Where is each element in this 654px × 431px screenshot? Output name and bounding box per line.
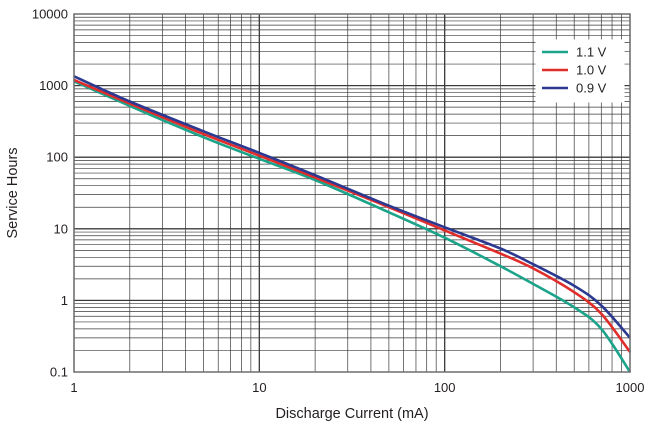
legend-box (535, 39, 625, 103)
y-axis-title: Service Hours (5, 147, 21, 238)
y-tick-label: 10 (54, 221, 68, 236)
legend-items: 1.1 V 1.0 V 0.9 V (542, 45, 607, 96)
y-tick-label: 1 (61, 293, 68, 308)
legend-item: 1.0 V (542, 63, 607, 78)
plot-frame (73, 13, 631, 373)
legend: 1.1 V 1.0 V 0.9 V (535, 39, 625, 103)
y-tick-label: 10000 (32, 7, 68, 22)
x-tick-label: 1 (70, 380, 77, 395)
legend-item: 0.9 V (542, 81, 607, 96)
x-tick-label: 1000 (616, 380, 645, 395)
x-tick-labels: 1 10 100 1000 (70, 380, 644, 395)
legend-label: 1.0 V (576, 63, 607, 78)
series-line-1 (73, 80, 632, 373)
grid (73, 13, 631, 373)
y-tick-label: 0.1 (50, 365, 68, 380)
x-tick-label: 10 (252, 380, 266, 395)
series-line-3 (73, 75, 631, 339)
y-tick-label: 100 (46, 150, 68, 165)
legend-label: 0.9 V (576, 81, 607, 96)
y-tick-labels: 0.1 1 10 100 1000 10000 (32, 7, 68, 380)
y-tick-label: 1000 (39, 78, 68, 93)
x-axis-title: Discharge Current (mA) (275, 406, 428, 422)
series-layer (73, 75, 632, 373)
legend-label: 1.1 V (576, 45, 607, 60)
series-line-2 (73, 78, 632, 353)
legend-item: 1.1 V (542, 45, 607, 60)
x-tick-label: 100 (434, 380, 456, 395)
